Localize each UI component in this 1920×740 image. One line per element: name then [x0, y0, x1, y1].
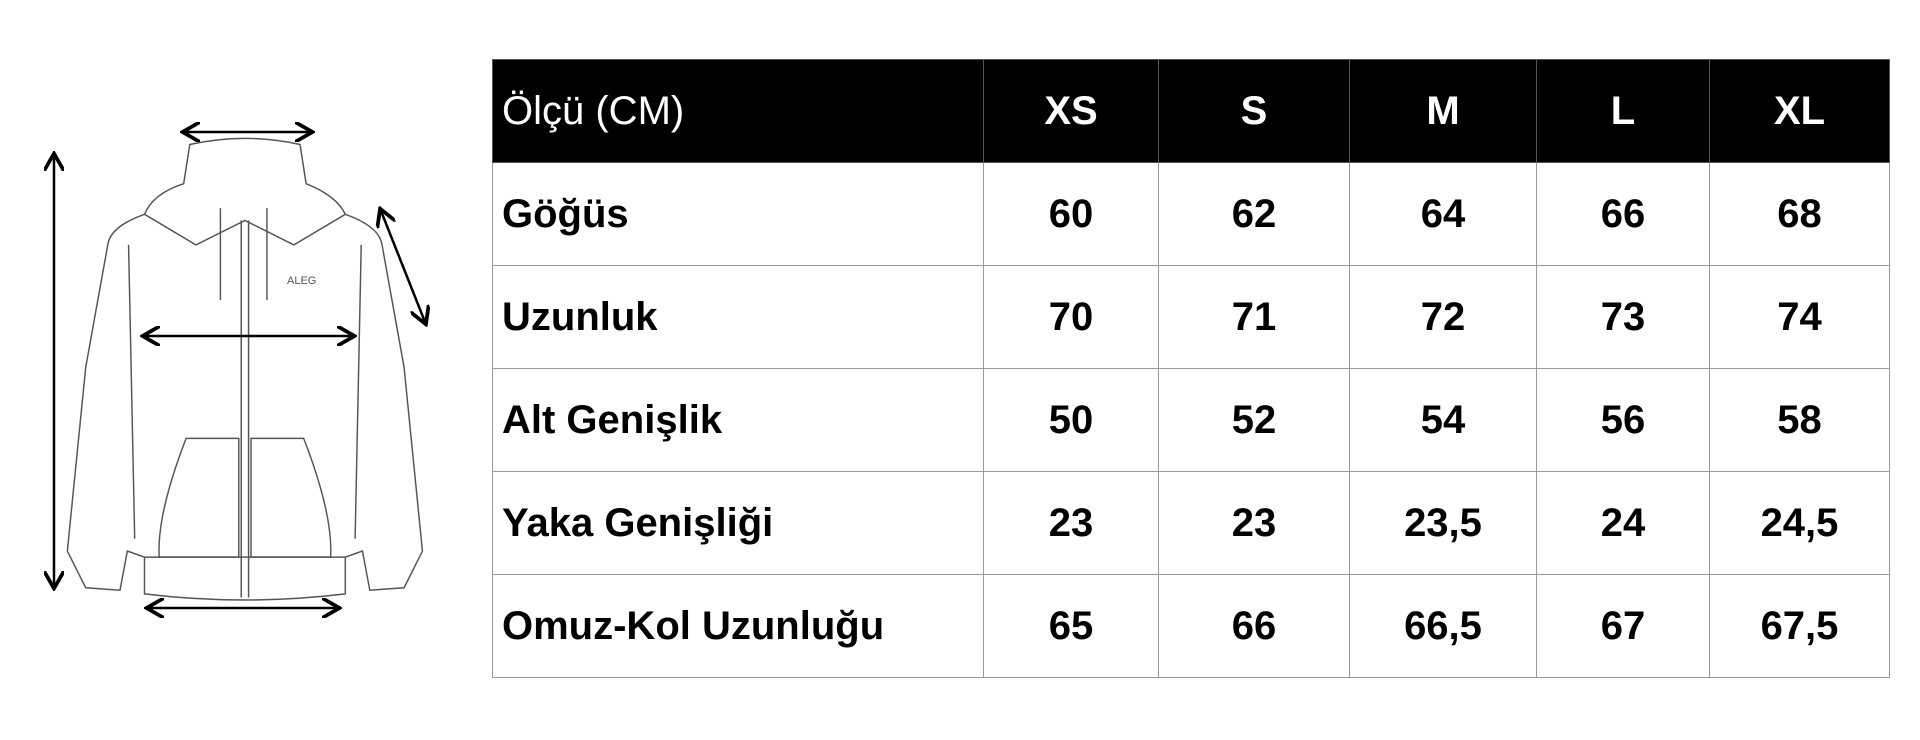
header-measure: Ölçü (CM)	[492, 59, 984, 163]
table-row: Göğüs 60 62 64 66 68	[492, 162, 1890, 266]
pocket	[158, 437, 332, 558]
size-value: 62	[1158, 162, 1350, 266]
size-value: 66,5	[1349, 574, 1537, 678]
size-value: 68	[1709, 162, 1890, 266]
header-size-xs: XS	[983, 59, 1159, 163]
row-label: Uzunluk	[492, 265, 984, 369]
size-chart-table: Ölçü (CM) XS S M L XL Göğüs 60 62 64 66 68 Uzu…	[492, 59, 1890, 678]
size-value: 65	[983, 574, 1159, 678]
row-label: Alt Genişlik	[492, 368, 984, 472]
row-label: Yaka Genişliği	[492, 471, 984, 575]
table-row: Uzunluk 70 71 72 73 74	[492, 265, 1890, 369]
shoulder-sleeve-arrow	[381, 211, 425, 322]
size-value: 64	[1349, 162, 1537, 266]
header-size-xl: XL	[1709, 59, 1890, 163]
header-row: Ölçü (CM) XS S M L XL	[492, 59, 1890, 163]
size-value: 23,5	[1349, 471, 1537, 575]
hood	[143, 137, 347, 246]
header-size-l: L	[1536, 59, 1710, 163]
body-outline	[66, 213, 424, 601]
zipper	[240, 220, 250, 598]
size-value: 23	[1158, 471, 1350, 575]
row-label: Göğüs	[492, 162, 984, 266]
hoodie-measurement-illustration: ALEG	[0, 0, 440, 740]
size-value: 67	[1536, 574, 1710, 678]
size-value: 23	[983, 471, 1159, 575]
header-size-m: M	[1349, 59, 1537, 163]
size-value: 52	[1158, 368, 1350, 472]
row-label: Omuz-Kol Uzunluğu	[492, 574, 984, 678]
brand-label: ALEG	[287, 275, 316, 287]
size-value: 56	[1536, 368, 1710, 472]
size-value: 74	[1709, 265, 1890, 369]
size-value: 54	[1349, 368, 1537, 472]
size-value: 58	[1709, 368, 1890, 472]
table-row: Yaka Genişliği 23 23 23,5 24 24,5	[492, 471, 1890, 575]
size-value: 72	[1349, 265, 1537, 369]
table-row: Omuz-Kol Uzunluğu 65 66 66,5 67 67,5	[492, 574, 1890, 678]
size-value: 66	[1158, 574, 1350, 678]
size-value: 24,5	[1709, 471, 1890, 575]
size-value: 71	[1158, 265, 1350, 369]
size-value: 60	[983, 162, 1159, 266]
size-value: 24	[1536, 471, 1710, 575]
header-size-s: S	[1158, 59, 1350, 163]
size-value: 50	[983, 368, 1159, 472]
size-value: 73	[1536, 265, 1710, 369]
table-row: Alt Genişlik 50 52 54 56 58	[492, 368, 1890, 472]
size-value: 70	[983, 265, 1159, 369]
size-value: 66	[1536, 162, 1710, 266]
size-value: 67,5	[1709, 574, 1890, 678]
